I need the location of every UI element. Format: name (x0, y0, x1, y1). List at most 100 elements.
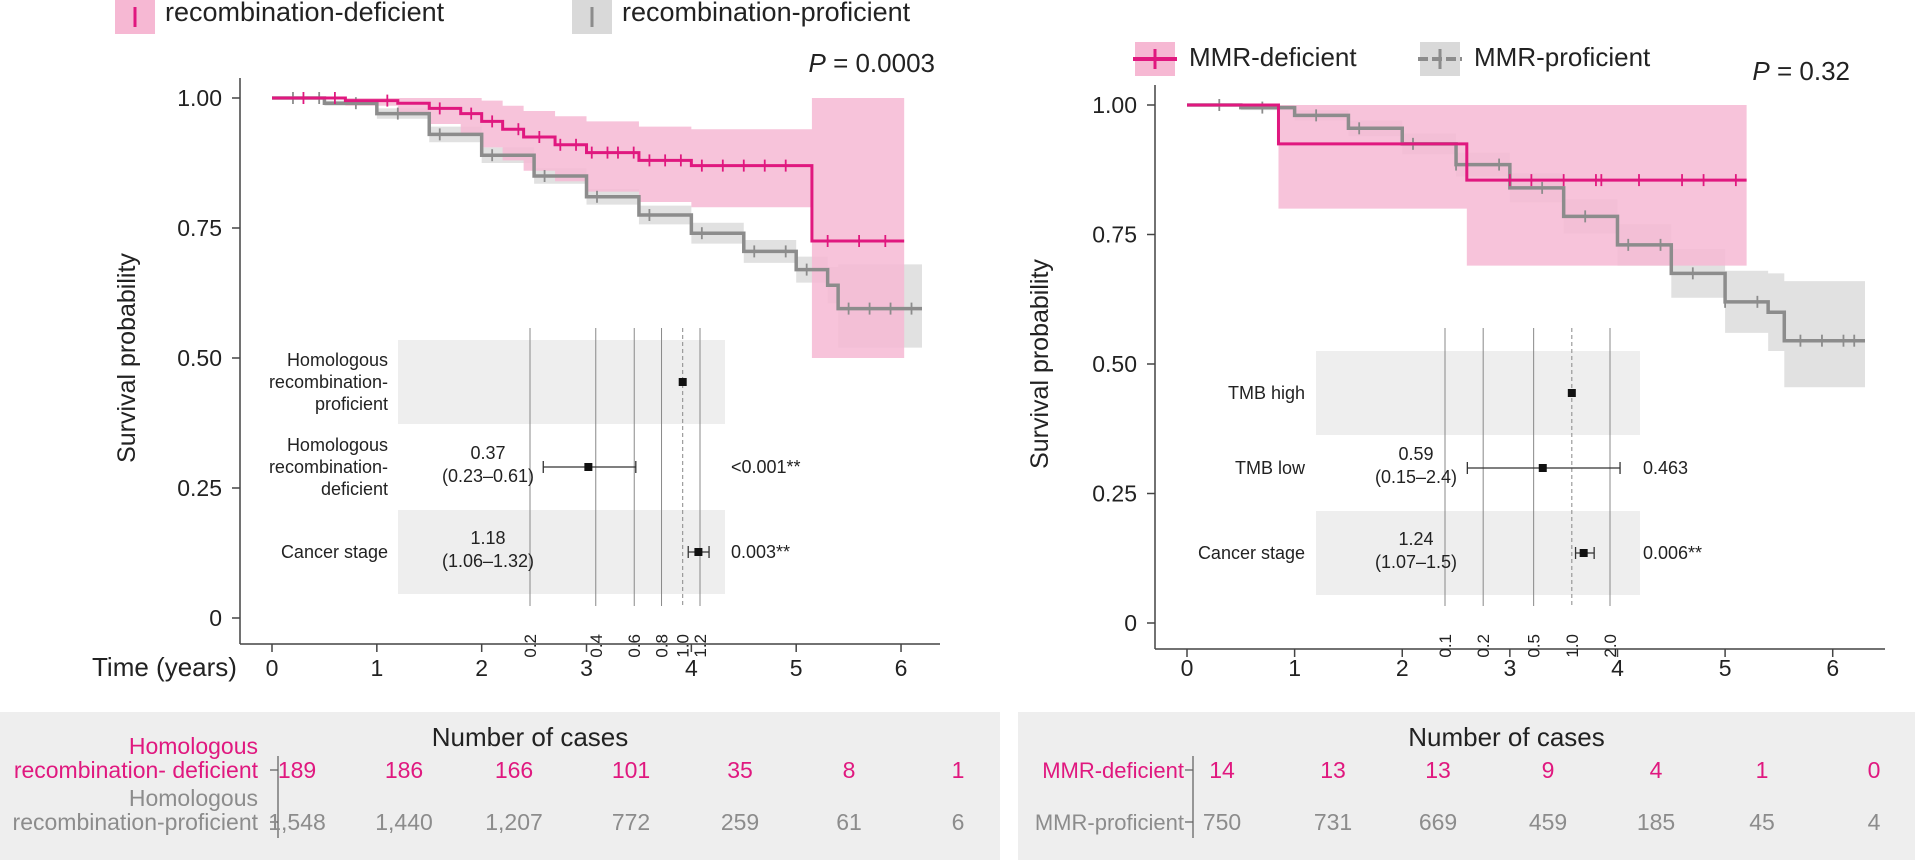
forest-row-label: Homologous (287, 350, 388, 370)
legend-item: MMR-deficient (1133, 42, 1357, 76)
y-tick-label: 0 (1124, 610, 1137, 636)
risk-row-label: Homologous (129, 785, 258, 811)
risk-table-panel (0, 712, 1000, 860)
x-tick-label: 4 (685, 655, 698, 681)
risk-count: 1,548 (268, 809, 326, 835)
risk-count: 186 (385, 757, 423, 783)
risk-count: 35 (727, 757, 753, 783)
p-value-label: P = 0.32 (1752, 56, 1850, 86)
hazard-ratio-ci: (1.06–1.32) (442, 551, 534, 571)
forest-scale-label: 0.1 (1436, 634, 1455, 658)
hazard-ratio-point (1538, 464, 1547, 472)
forest-row-shade (398, 340, 725, 424)
y-axis-label: Survival probability (1026, 259, 1054, 469)
forest-row-label: proficient (315, 394, 388, 414)
confidence-band-deficient (1187, 105, 1747, 266)
x-tick-label: 4 (1611, 655, 1624, 681)
y-tick-label: 1.00 (177, 85, 222, 111)
risk-row-label: MMR-proficient (1035, 810, 1184, 835)
y-tick-label: 0.50 (1092, 351, 1137, 377)
risk-count: 4 (1868, 809, 1881, 835)
y-tick-label: 0.25 (177, 475, 222, 501)
risk-count: 9 (1542, 757, 1555, 783)
legend-label: recombination-proficient (622, 0, 911, 27)
x-tick-label: 1 (1288, 655, 1301, 681)
risk-count: 731 (1314, 809, 1352, 835)
risk-count: 259 (721, 809, 759, 835)
forest-scale-label: 0.5 (1525, 634, 1544, 658)
forest-scale-label: 0.4 (587, 634, 606, 658)
p-value-cell: <0.001** (731, 457, 801, 477)
hazard-ratio-point (678, 378, 687, 386)
forest-scale-label: 0.6 (625, 634, 644, 658)
risk-count: 1,207 (485, 809, 543, 835)
forest-row-label: Cancer stage (1198, 543, 1305, 563)
risk-count: 1,440 (375, 809, 433, 835)
x-tick-label: 5 (790, 655, 803, 681)
x-tick-label: 2 (475, 655, 488, 681)
legend-label: MMR-deficient (1189, 42, 1357, 72)
p-value-label: P = 0.0003 (809, 48, 936, 78)
risk-count: 45 (1749, 809, 1775, 835)
y-tick-label: 0.50 (177, 345, 222, 371)
risk-count: 189 (278, 757, 316, 783)
hazard-ratio-value: 1.18 (470, 528, 505, 548)
hazard-ratio-ci: (0.15–2.4) (1375, 467, 1457, 487)
p-symbol: P (809, 48, 827, 78)
risk-row-label: Homologous (129, 733, 258, 759)
legend-label: recombination-deficient (165, 0, 445, 27)
chart-panel-1: recombination-deficient recombination-pro… (0, 0, 1000, 860)
forest-row-label: TMB high (1228, 383, 1305, 403)
hazard-ratio-point (694, 548, 703, 556)
legend-item: recombination-deficient (115, 0, 445, 34)
forest-scale-label: 0.8 (653, 634, 672, 658)
x-axis-label: Time (years) (92, 652, 237, 682)
forest-scale-label: 1.2 (691, 634, 710, 658)
forest-row-label: TMB low (1235, 458, 1306, 478)
survival-curve-deficient (272, 96, 905, 243)
risk-count: 0 (1868, 757, 1881, 783)
chart-panel-2: MMR-deficient MMR-proficient P = 0.32 0 0.25… (1018, 42, 1915, 860)
forest-scale-label: 0.2 (521, 634, 540, 658)
hazard-ratio-point (1579, 549, 1588, 557)
hazard-ratio-point (584, 463, 593, 471)
survival-curve-proficient (1187, 103, 1865, 343)
risk-count: 13 (1320, 757, 1346, 783)
x-tick-label: 0 (1181, 655, 1194, 681)
hazard-ratio-value: 1.24 (1398, 529, 1433, 549)
risk-count: 8 (843, 757, 856, 783)
x-tick-label: 3 (580, 655, 593, 681)
risk-count: 1 (952, 757, 965, 783)
forest-row-label: recombination- (269, 372, 388, 392)
forest-scale-label: 0.2 (1474, 634, 1493, 658)
risk-count: 772 (612, 809, 650, 835)
forest-row-shade (1316, 351, 1640, 435)
forest-row-shade (398, 510, 725, 594)
y-tick-label: 0.25 (1092, 481, 1137, 507)
risk-count: 4 (1650, 757, 1663, 783)
legend-item: recombination-proficient (572, 0, 911, 34)
forest-row-label: Cancer stage (281, 542, 388, 562)
hazard-ratio-point (1567, 389, 1576, 397)
risk-row-label: MMR-deficient (1042, 758, 1184, 783)
risk-row-label: recombination-proficient (13, 809, 259, 835)
p-value-cell: 0.003** (731, 542, 790, 562)
risk-row-label: recombination- deficient (14, 757, 259, 783)
risk-count: 61 (836, 809, 862, 835)
forest-scale-label: 1.0 (674, 634, 693, 658)
y-tick-label: 0.75 (1092, 222, 1137, 248)
y-tick-label: 0.75 (177, 215, 222, 241)
risk-count: 669 (1419, 809, 1457, 835)
survival-curve-proficient (272, 96, 922, 311)
hazard-ratio-ci: (1.07–1.5) (1375, 552, 1457, 572)
risk-count: 185 (1637, 809, 1675, 835)
x-tick-label: 0 (266, 655, 279, 681)
y-tick-label: 1.00 (1092, 92, 1137, 118)
hazard-ratio-value: 0.37 (470, 443, 505, 463)
legend-item: MMR-proficient (1418, 42, 1651, 76)
p-value: = 0.32 (1770, 56, 1850, 86)
risk-count: 6 (952, 809, 965, 835)
risk-table-panel (1018, 712, 1915, 860)
forest-row-label: recombination- (269, 457, 388, 477)
